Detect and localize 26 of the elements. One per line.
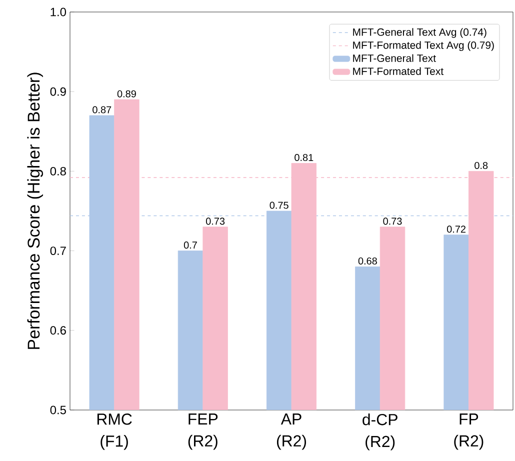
data-label: 0.87 — [92, 106, 112, 114]
x-tick-label: d-CP (R2) — [362, 414, 398, 450]
y-tick-label: 1.0 — [50, 8, 66, 16]
legend-label: MFT-General Text — [353, 54, 436, 62]
y-tick-label: 0.9 — [50, 87, 66, 96]
x-tick-label: FEP (R2) — [188, 414, 218, 450]
data-label: 0.73 — [206, 218, 225, 225]
x-tick-label: FP (R2) — [454, 414, 484, 450]
data-label: 0.89 — [117, 90, 136, 98]
data-label: 0.73 — [383, 218, 402, 225]
data-label: 0.8 — [474, 162, 488, 170]
y-axis-title: Performance Score (Higher is Better) — [27, 72, 44, 349]
data-label: 0.68 — [358, 257, 377, 265]
legend-label: MFT-General Text Avg (0.74) — [353, 28, 486, 38]
data-label: 0.7 — [184, 242, 197, 249]
data-label: 0.81 — [294, 154, 314, 162]
x-tick-label: RMC (F1) — [97, 414, 132, 450]
x-tick-label: AP (R2) — [276, 414, 306, 450]
legend-label: MFT-Formated Text Avg (0.79) — [353, 41, 494, 51]
y-tick-label: 0.6 — [50, 326, 66, 335]
y-tick-label: 0.8 — [50, 166, 66, 176]
y-tick-label: 0.5 — [50, 406, 66, 414]
y-tick-label: 0.7 — [50, 246, 66, 256]
legend-label: MFT-Formated Text — [353, 67, 444, 75]
data-label: 0.75 — [270, 202, 288, 209]
data-label: 0.72 — [446, 226, 466, 233]
